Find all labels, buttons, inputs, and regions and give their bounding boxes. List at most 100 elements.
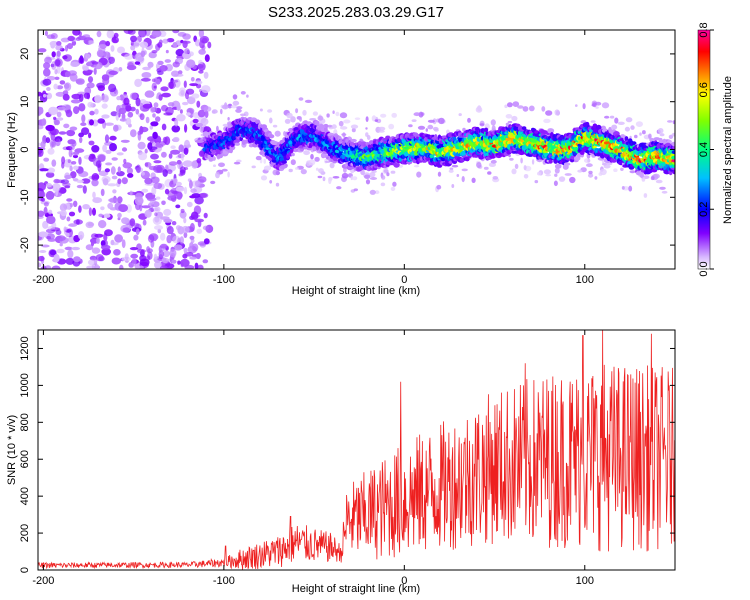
heatmap-noise-blob	[147, 197, 157, 202]
heatmap-noise-blob	[100, 206, 105, 211]
heatmap-noise-blob	[204, 54, 210, 62]
heatmap-noise-blob	[180, 208, 185, 214]
heatmap-noise-blob	[87, 40, 95, 45]
heatmap-noise-blob	[154, 206, 161, 212]
heatmap-noise-blob	[82, 204, 90, 210]
heatmap-noise-blob	[149, 200, 155, 205]
heatmap-noise-blob	[109, 135, 117, 141]
heatmap-noise-blob	[176, 114, 186, 122]
heatmap-noise-blob	[138, 30, 147, 38]
heatmap-noise-blob	[137, 141, 146, 150]
heatmap-noise-blob	[197, 176, 207, 183]
heatmap-noise-blob	[134, 196, 144, 206]
heatmap-scatter-blob	[504, 104, 508, 109]
x-tick-label: 0	[401, 274, 407, 286]
heatmap-noise-blob	[63, 123, 70, 129]
heatmap-noise-blob	[178, 144, 184, 153]
heatmap-noise-blob	[116, 152, 124, 156]
heatmap-noise-blob	[178, 173, 183, 177]
heatmap-noise-blob	[38, 48, 47, 53]
heatmap-scatter-blob	[339, 112, 348, 119]
heatmap-noise-blob	[139, 41, 149, 48]
heatmap-noise-blob	[182, 160, 193, 168]
heatmap-noise-blob	[115, 112, 120, 121]
heatmap-noise-blob	[130, 129, 137, 138]
heatmap-scatter-blob	[671, 132, 675, 137]
heatmap-scatter-blob	[260, 175, 268, 181]
heatmap-noise-blob	[87, 259, 96, 266]
heatmap-noise-blob	[117, 178, 122, 185]
heatmap-noise-blob	[93, 174, 100, 180]
heatmap-noise-blob	[190, 188, 197, 193]
heatmap-noise-blob	[43, 202, 49, 207]
heatmap-noise-blob	[183, 80, 187, 88]
spectrogram-cells	[38, 30, 675, 269]
heatmap-noise-blob	[189, 235, 195, 240]
heatmap-noise-blob	[100, 188, 105, 197]
heatmap-noise-blob	[85, 53, 91, 59]
heatmap-scatter-blob	[263, 165, 271, 171]
heatmap-noise-blob	[55, 91, 65, 97]
heatmap-noise-blob	[113, 124, 119, 132]
heatmap-scatter-blob	[360, 169, 365, 176]
heatmap-noise-blob	[70, 99, 81, 104]
heatmap-scatter-blob	[456, 174, 460, 177]
heatmap-noise-blob	[159, 65, 168, 72]
heatmap-ridge-cell	[490, 159, 497, 164]
heatmap-noise-blob	[162, 136, 168, 144]
heatmap-noise-blob	[60, 210, 67, 217]
heatmap-scatter-blob	[648, 133, 652, 139]
heatmap-noise-blob	[122, 162, 133, 169]
heatmap-noise-blob	[201, 85, 211, 94]
heatmap-noise-blob	[58, 131, 67, 135]
heatmap-noise-blob	[108, 56, 115, 64]
heatmap-noise-blob	[53, 116, 57, 120]
heatmap-scatter-blob	[417, 125, 426, 130]
heatmap-scatter-blob	[329, 162, 335, 169]
heatmap-scatter-blob	[343, 119, 351, 124]
heatmap-ridge-cell	[671, 159, 675, 163]
snr-plot-area	[38, 330, 675, 570]
heatmap-noise-blob	[88, 207, 92, 217]
heatmap-scatter-blob	[290, 116, 296, 123]
heatmap-ridge-cell	[281, 160, 287, 164]
heatmap-scatter-blob	[227, 171, 230, 178]
heatmap-scatter-blob	[554, 173, 558, 177]
heatmap-noise-blob	[182, 253, 188, 259]
heatmap-scatter-blob	[302, 109, 307, 116]
heatmap-noise-blob	[45, 171, 55, 178]
heatmap-ridge-cell	[603, 141, 612, 145]
heatmap-noise-blob	[155, 196, 161, 200]
heatmap-scatter-blob	[383, 169, 389, 174]
heatmap-noise-blob	[164, 188, 170, 195]
heatmap-noise-blob	[175, 181, 182, 187]
heatmap-noise-blob	[129, 190, 133, 196]
heatmap-noise-blob	[103, 213, 111, 218]
heatmap-scatter-blob	[611, 124, 618, 130]
colorbar-tick-label: 0.6	[698, 82, 710, 97]
heatmap-noise-blob	[149, 125, 154, 130]
heatmap-ridge-cell	[521, 126, 527, 130]
snr-y-ticks: 0 200 400 600 800 1000 1200	[19, 336, 675, 573]
heatmap-ridge-cell	[639, 172, 644, 178]
heatmap-noise-blob	[176, 191, 183, 200]
heatmap-scatter-blob	[509, 157, 514, 161]
heatmap-noise-blob	[144, 148, 148, 154]
heatmap-noise-blob	[118, 67, 123, 72]
heatmap-noise-blob	[159, 265, 168, 269]
heatmap-noise-blob	[150, 176, 160, 184]
heatmap-noise-blob	[176, 159, 182, 165]
heatmap-noise-blob	[96, 30, 102, 38]
heatmap-noise-blob	[163, 218, 173, 223]
heatmap-noise-blob	[78, 56, 85, 64]
heatmap-noise-blob	[73, 200, 78, 207]
heatmap-noise-blob	[45, 190, 55, 200]
heatmap-scatter-blob	[366, 135, 371, 140]
heatmap-ridge-cell	[671, 155, 675, 160]
heatmap-noise-blob	[43, 68, 51, 77]
heatmap-noise-blob	[146, 246, 151, 253]
heatmap-noise-blob	[139, 265, 144, 269]
heatmap-noise-blob	[134, 61, 141, 65]
heatmap-noise-blob	[85, 221, 94, 229]
